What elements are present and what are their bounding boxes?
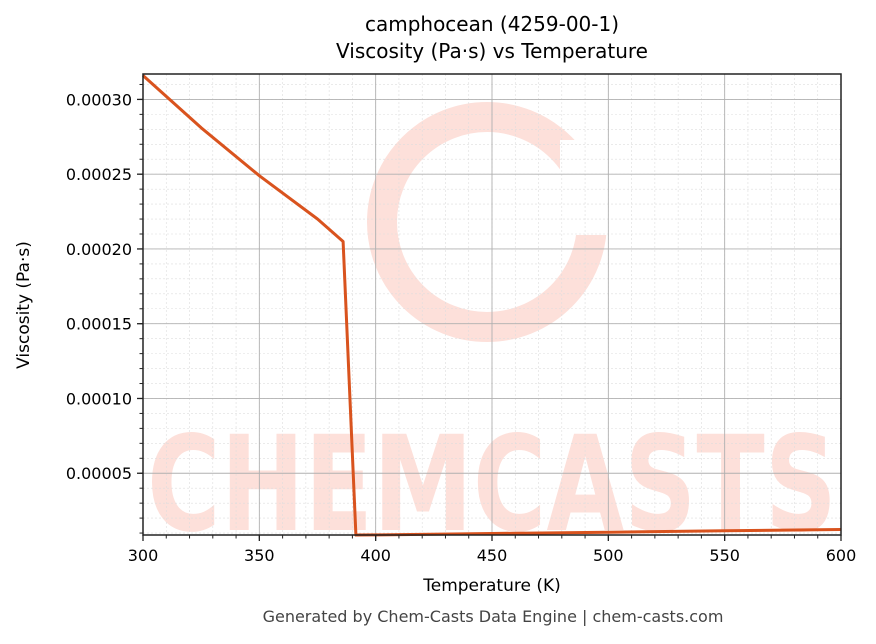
svg-text:350: 350 [244,546,275,565]
svg-text:0.00010: 0.00010 [66,389,132,408]
svg-text:0.00030: 0.00030 [66,90,132,109]
svg-text:0.00005: 0.00005 [66,464,132,483]
x-axis: 300 350 400 450 500 550 600 [128,535,857,565]
svg-text:0.00015: 0.00015 [66,315,132,334]
svg-text:0.00025: 0.00025 [66,165,132,184]
svg-text:600: 600 [826,546,857,565]
chart-title: camphocean (4259-00-1) [364,12,620,36]
svg-text:0.00020: 0.00020 [66,240,132,259]
x-axis-label: Temperature (K) [423,576,561,596]
y-axis: 0.00005 0.00010 0.00015 0.00020 0.00025 0.000… [66,83,143,534]
y-axis-label: Viscosity (Pa·s) [14,241,34,369]
svg-text:500: 500 [593,546,624,565]
svg-text:550: 550 [709,546,740,565]
footer-credit: Generated by Chem-Casts Data Engine | ch… [262,607,724,626]
chart-subtitle: Viscosity (Pa·s) vs Temperature [336,39,648,63]
svg-text:400: 400 [360,546,391,565]
svg-text:450: 450 [477,546,508,565]
svg-text:300: 300 [128,546,159,565]
